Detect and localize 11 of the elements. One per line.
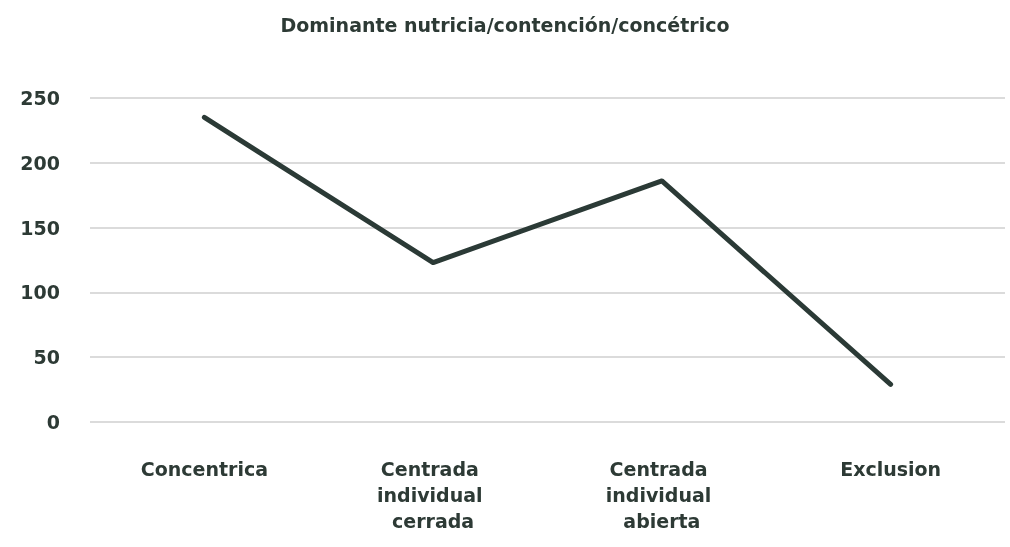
y-tick-label: 250 xyxy=(20,87,60,109)
y-tick-label: 150 xyxy=(20,216,60,239)
x-tick-label: Exclusion xyxy=(840,458,942,480)
y-tick-label: 200 xyxy=(20,151,60,174)
x-tick-label: Centrada individual abierta xyxy=(605,458,718,532)
x-tick-label: Centrada individual cerrada xyxy=(377,458,490,532)
x-tick-label: Concentrica xyxy=(140,458,268,480)
y-tick-label: 50 xyxy=(33,346,60,369)
chart-title: Dominante nutricia/contención/concétrico xyxy=(280,13,730,36)
y-tick-label: 0 xyxy=(46,411,60,433)
y-tick-label: 100 xyxy=(20,281,60,304)
